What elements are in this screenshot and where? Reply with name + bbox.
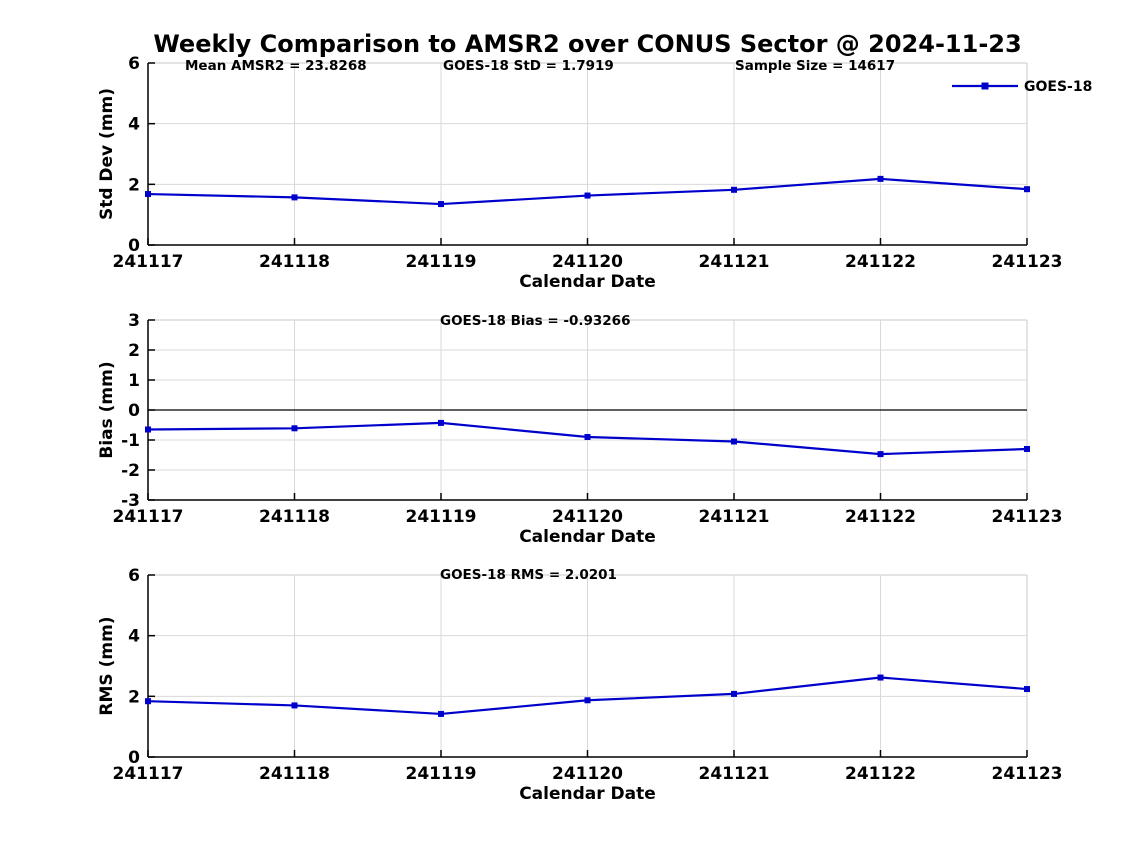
x-tick-label: 241119 — [406, 764, 477, 784]
x-tick-label: 241118 — [259, 507, 330, 527]
data-point — [438, 419, 444, 426]
data-point — [438, 710, 444, 717]
x-tick-label: 241119 — [406, 252, 477, 272]
legend: GOES-18 — [952, 79, 1092, 95]
data-point — [877, 175, 884, 182]
data-point — [1024, 686, 1030, 693]
rms-annotation: GOES-18 RMS = 2.0201 — [440, 567, 617, 583]
x-tick-label: 241121 — [699, 764, 770, 784]
x-tick-label: 241117 — [113, 252, 184, 272]
data-point — [731, 438, 737, 445]
bias-subplot: -3 -2 -1 0 1 2 3 241117 241118 241119 241120 241121… — [97, 311, 1062, 547]
y-tick-label: 0 — [128, 748, 140, 768]
figure-title: Weekly Comparison to AMSR2 over CONUS Se… — [153, 30, 1022, 58]
y-tick-label: 6 — [128, 566, 140, 586]
x-tick-label: 241121 — [699, 507, 770, 527]
x-tick-label: 241123 — [992, 507, 1063, 527]
y-tick-label: 6 — [128, 54, 140, 74]
x-tick-label: 241119 — [406, 507, 477, 527]
x-tick-label: 241120 — [552, 507, 623, 527]
legend-label: GOES-18 — [1024, 79, 1092, 95]
y-tick-label: 2 — [128, 341, 140, 361]
std-dev-subplot: 0 2 4 6 241117 241118 241119 241120 241121 241122… — [97, 54, 1092, 292]
y-tick-label: 0 — [128, 236, 140, 256]
data-point — [145, 698, 151, 705]
y-tick-label: 1 — [128, 371, 140, 391]
x-tick-label: 241118 — [259, 252, 330, 272]
data-point — [438, 201, 444, 208]
y-tick-label: -1 — [121, 431, 140, 451]
x-axis-label: Calendar Date — [519, 784, 656, 804]
x-tick-label: 241122 — [845, 507, 916, 527]
data-point — [291, 194, 298, 201]
std-dev-annotation: GOES-18 StD = 1.7919 — [443, 58, 614, 74]
data-point — [1024, 186, 1030, 193]
x-tick-label: 241122 — [845, 764, 916, 784]
bias-annotation: GOES-18 Bias = -0.93266 — [440, 313, 630, 329]
data-point — [584, 192, 591, 199]
data-point — [584, 434, 591, 440]
y-tick-label: 2 — [128, 687, 140, 707]
data-point — [584, 697, 591, 704]
x-tick-label: 241123 — [992, 252, 1063, 272]
data-point — [877, 451, 884, 458]
data-point — [877, 674, 884, 681]
y-tick-label: 4 — [128, 115, 140, 135]
y-tick-label: 0 — [128, 401, 140, 421]
data-point — [291, 425, 298, 432]
legend-marker — [981, 82, 989, 90]
x-tick-label: 241123 — [992, 764, 1063, 784]
x-tick-label: 241117 — [113, 507, 184, 527]
y-axis-label: Bias (mm) — [97, 361, 117, 458]
data-point — [145, 191, 151, 198]
y-tick-label: 2 — [128, 175, 140, 195]
y-axis-label: Std Dev (mm) — [97, 88, 117, 220]
y-tick-label: -3 — [121, 491, 140, 511]
x-tick-label: 241120 — [552, 252, 623, 272]
x-axis-label: Calendar Date — [519, 272, 656, 292]
x-tick-label: 241121 — [699, 252, 770, 272]
x-axis-label: Calendar Date — [519, 527, 656, 547]
y-tick-label: -2 — [121, 461, 140, 481]
data-point — [731, 186, 737, 193]
y-tick-label: 4 — [128, 627, 140, 647]
x-tick-label: 241117 — [113, 764, 184, 784]
y-axis-label: RMS (mm) — [97, 616, 117, 715]
data-point — [145, 426, 151, 433]
data-point — [1024, 446, 1030, 452]
x-tick-label: 241120 — [552, 764, 623, 784]
y-tick-label: 3 — [128, 311, 140, 331]
x-tick-label: 241122 — [845, 252, 916, 272]
rms-subplot: 0 2 4 6 241117 241118 241119 241120 241121 241122… — [97, 566, 1062, 804]
std-dev-annotation: Mean AMSR2 = 23.8268 — [185, 58, 367, 74]
data-point — [731, 690, 737, 697]
x-tick-label: 241118 — [259, 764, 330, 784]
std-dev-annotation: Sample Size = 14617 — [735, 58, 895, 74]
data-point — [291, 702, 298, 709]
